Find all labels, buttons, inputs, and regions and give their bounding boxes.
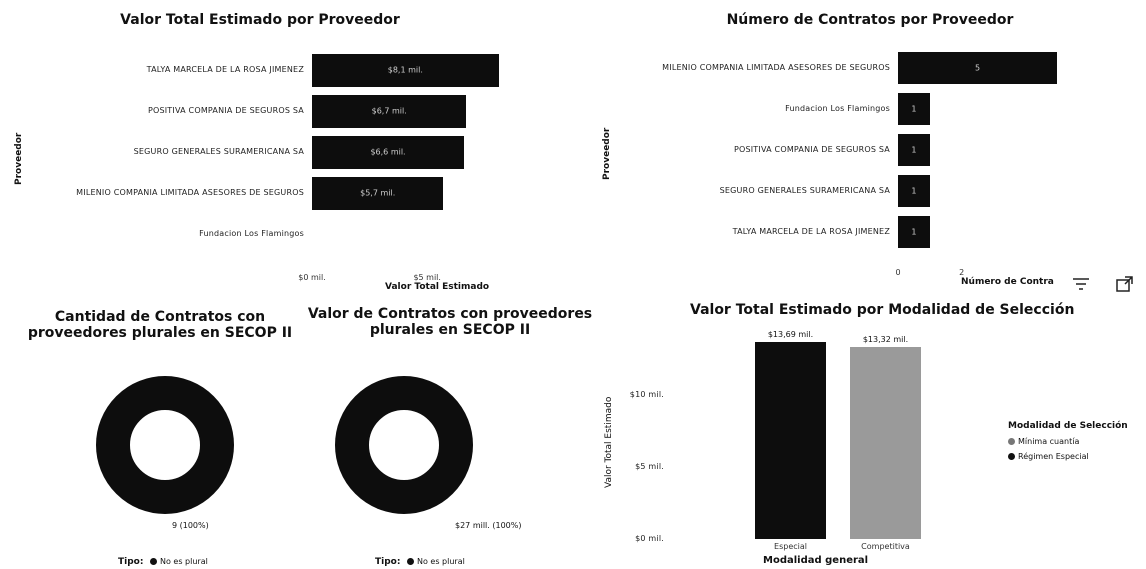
x-tick-label: $5 mil.	[413, 273, 441, 282]
category-label: TALYA MARCELA DE LA ROSA JIMENEZ	[732, 227, 890, 236]
x-axis-title: Modalidad general	[763, 555, 869, 566]
focus-mode-icon[interactable]	[1114, 274, 1136, 294]
bar[interactable]	[312, 53, 499, 87]
bar-value-label: $13,69 mil.	[767, 329, 814, 339]
bar[interactable]	[898, 134, 930, 166]
category-label: MILENIO COMPANIA LIMITADA ASESORES DE SE…	[76, 188, 304, 197]
chart-title: Cantidad de Contratos con proveedores pl…	[27, 309, 293, 341]
x-axis-title: Número de Contra	[961, 277, 1054, 287]
bar[interactable]	[898, 216, 930, 248]
legend-title: Tipo:	[118, 557, 144, 567]
bar[interactable]	[850, 347, 921, 539]
bar[interactable]	[898, 93, 930, 125]
category-label: SEGURO GENERALES SURAMERICANA SA	[133, 147, 304, 156]
category-label: TALYA MARCELA DE LA ROSA JIMENEZ	[146, 65, 304, 74]
chart-title: Valor Total Estimado por Proveedor	[120, 12, 400, 28]
bar-value-label: 1	[911, 104, 917, 114]
category-label: Fundacion Los Flamingos	[199, 229, 304, 238]
x-tick-label: Especial	[774, 542, 807, 551]
legend-marker	[150, 558, 157, 565]
legend-title: Modalidad de Selección	[1008, 421, 1128, 431]
bar[interactable]	[312, 176, 444, 210]
bar-value-label: $6,7 mil.	[371, 106, 407, 116]
category-label: POSITIVA COMPANIA DE SEGUROS SA	[147, 106, 304, 115]
bar-value-label: $6,6 mil.	[370, 147, 406, 157]
x-tick-label: Competitiva	[861, 542, 910, 551]
donut-slice-no-es-plural	[335, 376, 473, 514]
category-label: POSITIVA COMPANIA DE SEGUROS SA	[733, 145, 890, 154]
y-axis-title: Valor Total Estimado	[604, 396, 614, 488]
donut-chart	[96, 376, 234, 514]
bar-value-label: 1	[911, 145, 917, 155]
bar-value-label: $8,1 mil.	[387, 65, 423, 75]
bar[interactable]	[898, 52, 1058, 84]
x-tick-label: 0	[895, 268, 901, 277]
bar-value-label: $13,32 mil.	[862, 335, 909, 344]
bar-value-label: 1	[911, 186, 917, 196]
donut-chart	[335, 376, 473, 514]
y-tick-label: $5 mil.	[635, 461, 664, 471]
legend-item[interactable]: No es plural	[417, 557, 465, 566]
donut-data-label: $27 mill. (100%)	[455, 521, 522, 530]
category-label: SEGURO GENERALES SURAMERICANA SA	[719, 186, 890, 195]
chart-title: Valor de Contratos con proveedores plura…	[307, 306, 593, 338]
legend-item-label: Régimen Especial	[1018, 452, 1089, 461]
category-label: Fundacion Los Flamingos	[785, 104, 890, 113]
y-tick-label: $0 mil.	[635, 534, 664, 543]
legend-marker	[407, 558, 414, 565]
legend-item-minima-cuantia[interactable]: Mínima cuantía	[1008, 434, 1128, 449]
legend: Tipo: No es plural	[375, 557, 465, 567]
chart-title: Número de Contratos por Proveedor	[726, 12, 1014, 28]
category-label: MILENIO COMPANIA LIMITADA ASESORES DE SE…	[662, 63, 890, 72]
bar-value-label: $5,7 mil.	[360, 188, 396, 198]
legend: Modalidad de Selección Mínima cuantía Ré…	[1008, 419, 1128, 464]
legend-item[interactable]: No es plural	[160, 557, 208, 566]
legend-title: Tipo:	[375, 557, 401, 567]
y-axis-title: Proveedor	[14, 132, 24, 185]
chart-title: Valor Total Estimado por Modalidad de Se…	[690, 302, 1075, 318]
y-axis-title: Proveedor	[602, 127, 612, 180]
y-tick-label: $10 mil.	[629, 389, 664, 399]
legend: Tipo: No es plural	[118, 557, 208, 567]
legend-marker	[1008, 438, 1015, 445]
bar[interactable]	[312, 135, 465, 169]
bar[interactable]	[898, 175, 930, 207]
x-tick-label: $0 mil.	[298, 273, 326, 282]
filter-icon[interactable]	[1070, 274, 1092, 294]
legend-item-regimen-especial[interactable]: Régimen Especial	[1008, 449, 1128, 464]
legend-marker	[1008, 453, 1015, 460]
x-axis-title: Valor Total Estimado	[385, 282, 490, 292]
bar-value-label: 1	[911, 227, 917, 237]
x-tick-label: 2	[959, 268, 965, 277]
bar[interactable]	[755, 341, 826, 539]
legend-item-label: Mínima cuantía	[1018, 437, 1080, 446]
donut-slice-no-es-plural	[96, 376, 234, 514]
bar-value-label: 5	[974, 63, 981, 73]
donut-data-label: 9 (100%)	[172, 521, 209, 530]
bar[interactable]	[312, 94, 467, 128]
